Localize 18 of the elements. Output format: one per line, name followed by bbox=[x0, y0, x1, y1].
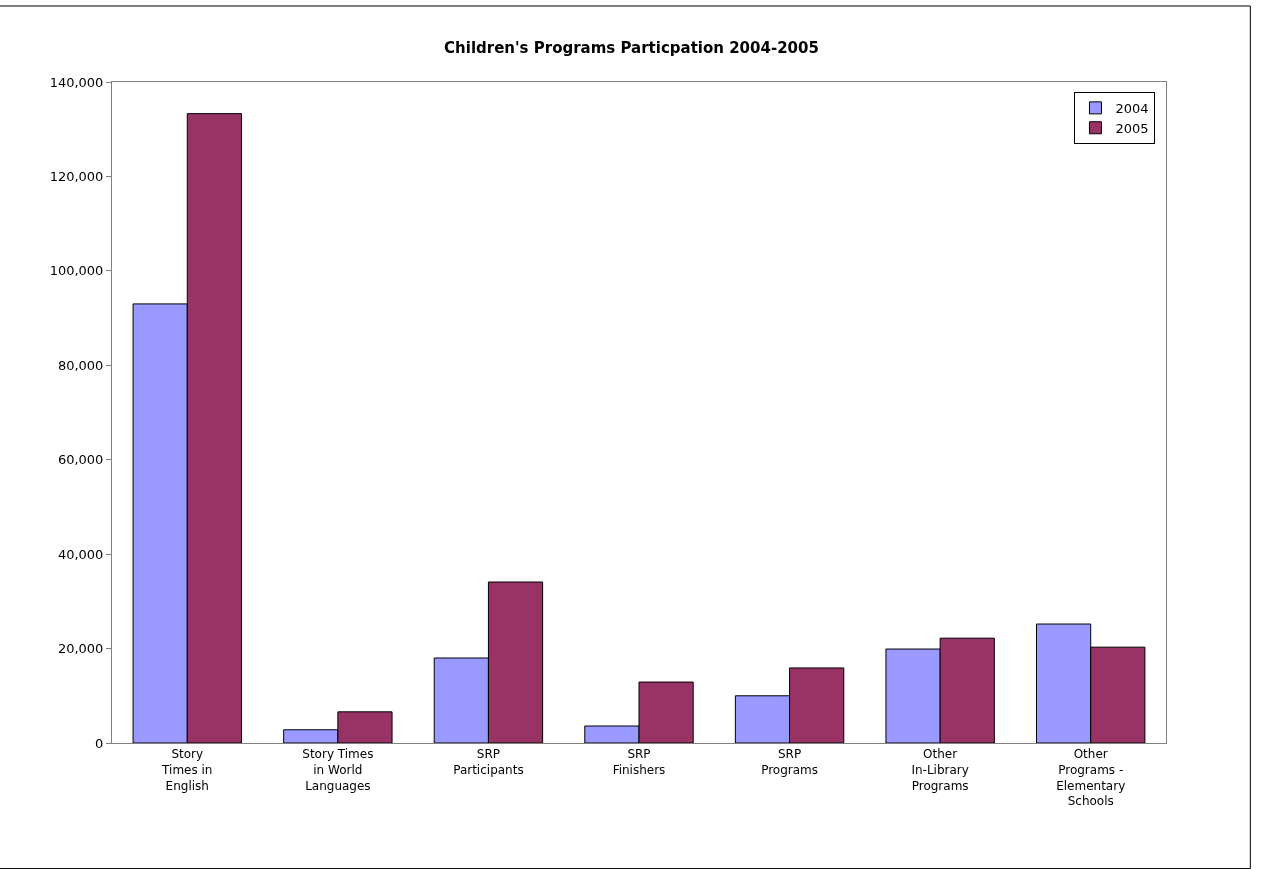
x-tick-label: SRP Finishers bbox=[612, 747, 666, 777]
legend-label: 2004 bbox=[1115, 100, 1149, 116]
y-tick-label: 140,000 bbox=[49, 74, 104, 90]
y-tick-label: 40,000 bbox=[57, 546, 104, 562]
x-tick-label: Story Times in World Languages bbox=[302, 747, 374, 793]
x-tick-label: Story Times in English bbox=[161, 747, 213, 793]
x-tick-label: Other In-Library Programs bbox=[911, 747, 969, 793]
y-tick-label: 100,000 bbox=[49, 263, 104, 279]
y-tick-label: 80,000 bbox=[57, 357, 104, 373]
legend-label: 2005 bbox=[1115, 120, 1149, 136]
x-tick-label: SRP Programs bbox=[761, 747, 819, 777]
y-tick-label: 20,000 bbox=[57, 641, 104, 657]
y-tick-label: 0 bbox=[95, 735, 104, 751]
y-tick-label: 120,000 bbox=[49, 168, 104, 184]
x-tick-label: Other Programs - Elementary Schools bbox=[1056, 747, 1126, 809]
chart-title: Children's Programs Particpation 2004-2005 bbox=[444, 39, 819, 58]
x-tick-label: SRP Participants bbox=[453, 747, 524, 777]
y-tick-label: 60,000 bbox=[57, 452, 104, 468]
